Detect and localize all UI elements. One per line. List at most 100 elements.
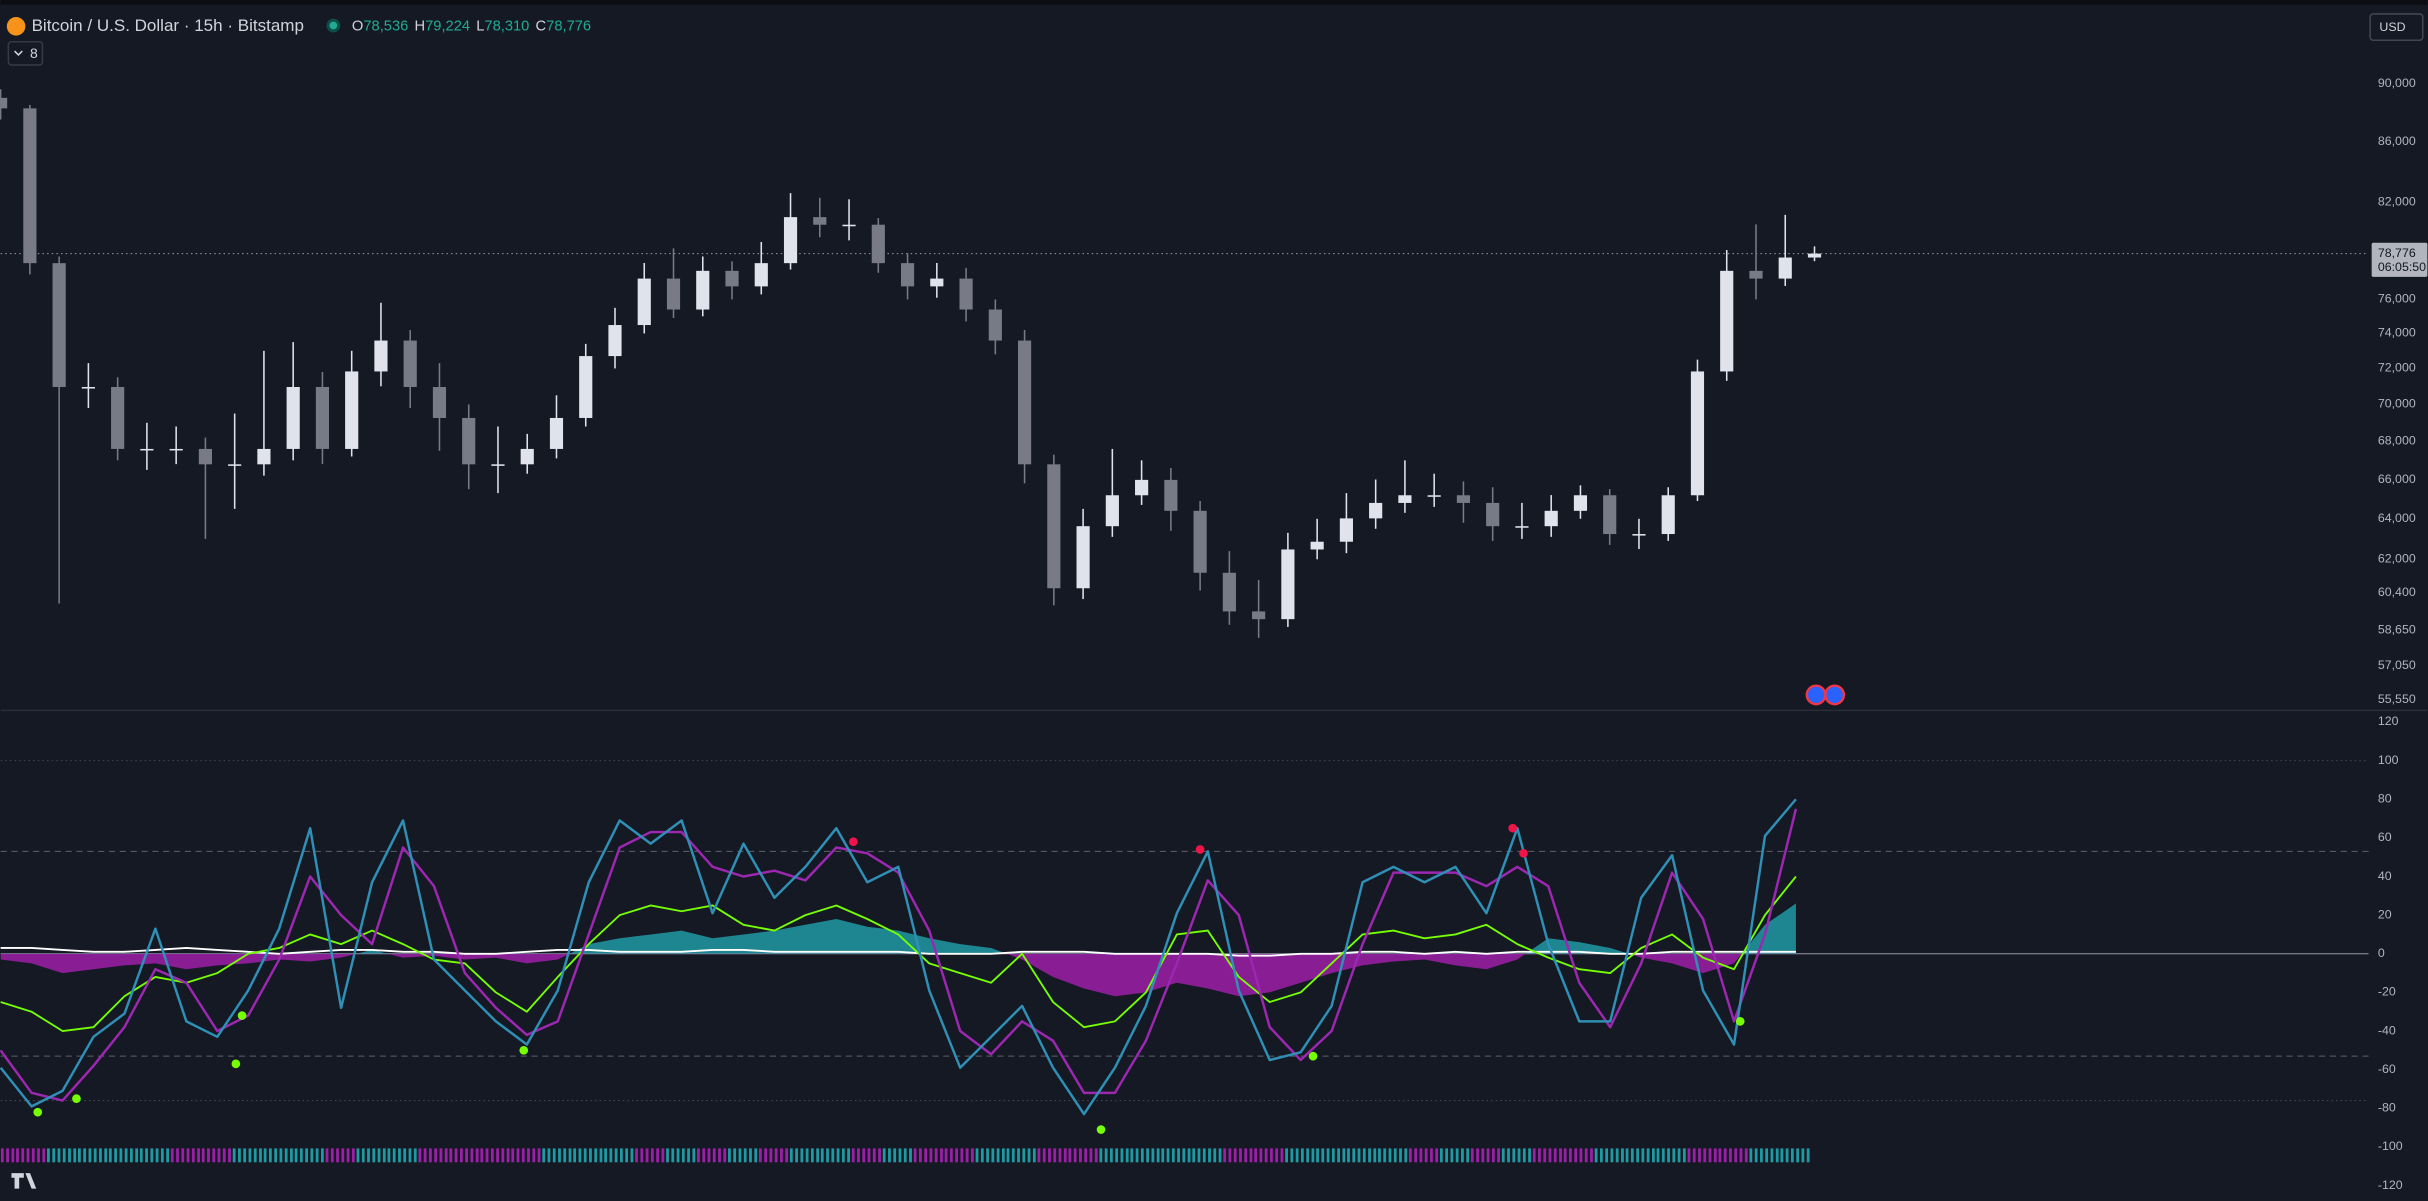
trend-strip xyxy=(207,1148,210,1163)
trend-strip xyxy=(1486,1148,1490,1163)
event-icon[interactable] xyxy=(1805,684,1827,706)
currency-button[interactable] xyxy=(2369,13,2424,42)
trend-strip xyxy=(1760,1148,1763,1163)
trend-strip xyxy=(816,1148,820,1163)
trend-strip xyxy=(387,1148,391,1163)
trend-strip xyxy=(707,1148,711,1163)
trend-strip xyxy=(965,1148,969,1163)
candle-body xyxy=(959,278,973,310)
candle-body xyxy=(1807,253,1822,258)
symbol-title[interactable]: Bitcoin / U.S. Dollar · 15h · Bitstamp xyxy=(32,16,304,35)
candle-body xyxy=(1281,549,1295,620)
trend-strip xyxy=(1032,1148,1036,1163)
candle-body xyxy=(1690,371,1705,496)
trend-strip xyxy=(1553,1148,1557,1163)
candle-body xyxy=(1252,611,1266,620)
trend-strip xyxy=(42,1148,46,1163)
symbol-icon[interactable] xyxy=(6,17,26,36)
trend-strip xyxy=(1383,1148,1387,1163)
trend-strip xyxy=(356,1148,360,1163)
trend-strip xyxy=(1532,1148,1536,1163)
trend-strip xyxy=(1439,1148,1443,1163)
trend-strip xyxy=(1151,1148,1155,1163)
trend-strip xyxy=(1625,1148,1629,1163)
osc-tick-label: -20 xyxy=(2378,985,2396,999)
trend-strip xyxy=(1501,1148,1505,1163)
price-tick-label: 86,000 xyxy=(2378,134,2416,148)
trend-strip xyxy=(980,1148,984,1163)
candle-body xyxy=(1047,464,1061,589)
trend-strip xyxy=(26,1148,30,1163)
trend-strip xyxy=(1734,1148,1738,1163)
osc-line xyxy=(0,947,1796,957)
candle-body xyxy=(1105,495,1119,527)
price-tick-label: 72,000 xyxy=(2378,361,2416,375)
trend-strip xyxy=(1006,1148,1010,1163)
trend-strip xyxy=(692,1148,696,1163)
trend-strip xyxy=(367,1148,370,1163)
trend-strip xyxy=(439,1148,443,1163)
trend-strip xyxy=(1424,1148,1428,1163)
candle-body xyxy=(23,108,37,264)
ohlc-value: 78,536 xyxy=(363,18,408,34)
trend-strip xyxy=(73,1148,77,1163)
trend-strip xyxy=(57,1148,61,1163)
trend-strip xyxy=(150,1148,154,1163)
candle-body xyxy=(549,417,564,449)
trend-strip xyxy=(516,1148,520,1163)
trend-strip xyxy=(1770,1148,1774,1163)
trend-strip xyxy=(284,1148,288,1163)
trend-strip xyxy=(429,1148,432,1163)
candle-body xyxy=(1310,541,1324,550)
price-tick-label: 58,650 xyxy=(2378,622,2416,636)
trend-strip xyxy=(268,1148,272,1163)
osc-line xyxy=(0,808,1798,1102)
candle-body xyxy=(579,356,593,418)
trend-strip xyxy=(1729,1148,1732,1163)
trend-strip xyxy=(1538,1148,1541,1163)
trend-strip xyxy=(1352,1148,1356,1163)
trend-strip xyxy=(857,1148,860,1163)
trend-strip xyxy=(940,1148,943,1163)
osc-tick-label: 120 xyxy=(2378,714,2399,728)
trend-strip xyxy=(1584,1148,1588,1163)
candle-body xyxy=(725,270,739,287)
candle-body xyxy=(1398,495,1412,503)
trend-strip xyxy=(361,1148,365,1163)
candle-body xyxy=(257,448,271,465)
trend-strip xyxy=(1470,1148,1474,1163)
osc-tick-label: 0 xyxy=(2378,946,2385,960)
trend-strip xyxy=(1528,1148,1531,1163)
trend-strip xyxy=(769,1148,773,1163)
indicator-toggle[interactable] xyxy=(7,41,44,66)
trend-strip xyxy=(1275,1148,1279,1163)
trend-strip xyxy=(31,1148,35,1163)
candle-body xyxy=(1193,510,1207,573)
signal-dot xyxy=(1096,1125,1106,1134)
last-price-box xyxy=(2371,242,2428,277)
trend-strip xyxy=(1481,1148,1485,1163)
trend-strip xyxy=(1621,1148,1624,1163)
trend-strip xyxy=(831,1148,835,1163)
osc-line xyxy=(0,798,1797,1116)
trend-strip xyxy=(496,1148,499,1163)
trend-strip xyxy=(949,1148,953,1163)
trend-strip xyxy=(955,1148,959,1163)
trend-strip xyxy=(826,1148,829,1163)
trend-strip xyxy=(299,1148,303,1163)
trend-strip xyxy=(774,1148,778,1163)
trend-strip xyxy=(1641,1148,1645,1163)
logo[interactable] xyxy=(11,1173,37,1189)
trend-strip xyxy=(1068,1148,1072,1163)
trend-strip xyxy=(1661,1148,1665,1163)
candle-body xyxy=(1018,340,1032,465)
ohlc-label: L xyxy=(476,18,484,34)
candle-body xyxy=(1749,270,1763,279)
trend-strip xyxy=(21,1148,25,1163)
candle-body xyxy=(1544,510,1558,527)
signal-dot xyxy=(1308,1051,1318,1061)
event-icon[interactable] xyxy=(1824,684,1846,706)
trend-strip xyxy=(780,1148,783,1163)
trend-strip xyxy=(201,1148,205,1163)
trend-strip xyxy=(176,1148,179,1163)
